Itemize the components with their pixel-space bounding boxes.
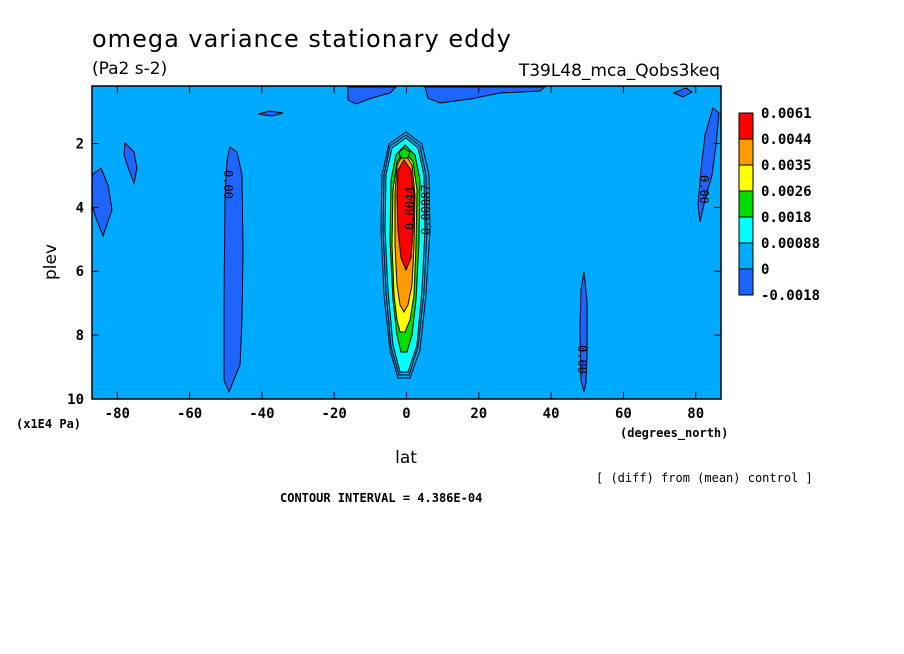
x-tick-label: -20	[322, 406, 347, 422]
colorbar-swatch	[738, 190, 754, 218]
colorbar-label: 0.00088	[761, 236, 820, 252]
chart-units: (Pa2 s-2)	[92, 59, 167, 79]
contour-label-plume-1: 0.0044	[403, 187, 417, 230]
negative-blob-top-small	[672, 87, 693, 98]
x-tick-label: 0	[402, 406, 410, 422]
colorbar-swatch	[738, 138, 754, 166]
colorbar-label: 0.0026	[761, 184, 812, 200]
colorbar-swatch	[738, 164, 754, 192]
colorbar-label: 0.0018	[761, 210, 812, 226]
x-tick-label: -40	[249, 406, 274, 422]
colorbar-label: 0.0044	[761, 132, 812, 148]
contour-label-85n: 0.00	[697, 175, 711, 204]
chart-title: omega variance stationary eddy	[92, 25, 512, 53]
colorbar-label: 0	[761, 262, 769, 278]
plume-level-0044	[396, 159, 415, 272]
contour-interval: CONTOUR INTERVAL = 4.386E-04	[280, 491, 482, 505]
contour-label-49n: 0.00	[575, 345, 589, 374]
diff-note: [ (diff) from (mean) control ]	[596, 471, 813, 485]
x-tick-label: 80	[687, 406, 704, 422]
colorbar-swatch	[738, 268, 754, 296]
colorbar-swatch	[738, 216, 754, 244]
x-tick-label: -80	[105, 406, 130, 422]
y-tick-label: 6	[76, 264, 84, 280]
x-tick-label: 40	[543, 406, 560, 422]
x-tick-label: 20	[470, 406, 487, 422]
y-tick-label: 2	[76, 136, 84, 152]
x-axis: -80 -60 -40 -20 0 20 40 60 80	[105, 86, 704, 422]
negative-band-77s	[123, 141, 138, 185]
contour-label-50s: 0.00	[221, 170, 235, 199]
plume-outline-2	[382, 134, 428, 376]
colorbar-swatch	[738, 242, 754, 270]
contour-label-plume-2: 0.00087	[419, 184, 433, 235]
x-tick-label: 60	[615, 406, 632, 422]
colorbar-swatch	[738, 112, 754, 140]
negative-blob-top-right	[424, 86, 547, 104]
colorbar-label: -0.0018	[761, 288, 820, 304]
negative-blob-top-center	[347, 86, 398, 105]
negative-band-85n	[697, 107, 720, 223]
y-axis: 2 4 6 8 10	[67, 136, 721, 408]
colorbar: 0.0061 0.0044 0.0035 0.0026 0.0018 0.00088 0 -0…	[738, 106, 820, 304]
plume-outline-1	[380, 131, 431, 379]
negative-band-50s	[223, 146, 244, 394]
x-tick-label: -60	[177, 406, 202, 422]
colorbar-label: 0.0061	[761, 106, 812, 122]
negative-blob-top-left	[257, 110, 284, 117]
x-axis-label: lat	[395, 448, 417, 468]
y-tick-label: 4	[76, 200, 84, 216]
y-tick-label: 10	[67, 392, 84, 408]
colorbar-label: 0.0035	[761, 158, 812, 174]
plot-area: 0.00 0.00 0.00 0.0044 0.00087	[91, 85, 722, 400]
y-axis-units: (x1E4 Pa)	[16, 417, 81, 431]
x-axis-units: (degrees_north)	[620, 426, 728, 441]
negative-band-49n	[579, 271, 588, 393]
plume-upper-green-cap	[398, 147, 411, 159]
y-tick-label: 8	[76, 328, 84, 344]
y-axis-label: plev	[41, 244, 61, 280]
experiment-label: T39L48_mca_Qobs3keq	[518, 61, 720, 81]
